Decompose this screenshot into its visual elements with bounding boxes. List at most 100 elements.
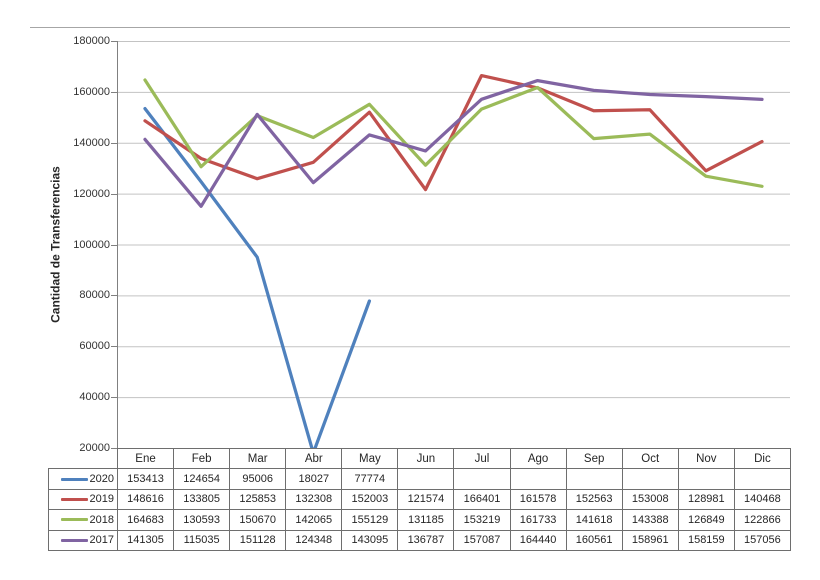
series-line-2019 [143,73,764,192]
value-cell [733,468,791,490]
value-cell: 143388 [621,509,679,531]
value-cell: 152563 [565,488,623,511]
value-cell: 150670 [229,509,287,531]
month-header-cell: Nov [677,447,735,470]
value-cell: 124654 [173,468,231,490]
table-row-2017: 2017 141305 115035 151128 124348 143095 136787… [48,529,791,551]
value-cell: 158961 [621,529,679,551]
series-line-2017 [143,78,764,208]
value-cell: 157056 [733,529,791,551]
value-cell: 140468 [733,488,791,511]
value-cell: 141618 [565,509,623,531]
chart-top-border-line [30,27,790,28]
value-cell [565,468,623,490]
y-axis-tick-mark [111,397,117,399]
legend-series-label: 2018 [89,513,114,526]
table-header-row: Ene Feb Mar Abr May Jun Jul Ago Sep Oct Nov Dic [48,447,791,470]
legend-series-label: 2019 [89,493,114,506]
value-cell: 166401 [453,488,511,511]
y-axis-tick-mark [111,142,117,144]
value-cell [509,468,567,490]
value-cell: 155129 [341,509,399,531]
value-cell: 161733 [509,509,567,531]
legend-cell-2019: 2019 [48,488,118,511]
value-cell: 153008 [621,488,679,511]
value-cell: 124348 [285,529,343,551]
legend-cell-2018: 2018 [48,509,118,531]
value-cell: 141305 [116,529,175,551]
value-cell: 157087 [453,529,511,551]
value-cell: 115035 [173,529,231,551]
legend-marker-2019 [60,497,88,501]
month-header-cell: Sep [565,447,623,470]
value-cell: 153413 [116,468,175,490]
value-cell: 160561 [565,529,623,551]
value-cell: 164440 [509,529,567,551]
y-axis-tick-label: 100000 [73,238,110,251]
line-chart [117,41,790,448]
y-axis-tick-mark [111,244,117,246]
value-cell: 77774 [341,468,399,490]
value-cell: 133805 [173,488,231,511]
legend-series-label: 2020 [89,473,114,486]
value-cell: 152003 [341,488,399,511]
value-cell [397,468,455,490]
value-cell [453,468,511,490]
value-cell: 136787 [397,529,455,551]
value-cell: 132308 [285,488,343,511]
legend-marker-2018 [60,518,88,522]
value-cell: 18027 [285,468,343,490]
value-cell: 126849 [677,509,735,531]
value-cell: 164683 [116,509,175,531]
value-cell: 95006 [229,468,287,490]
y-axis-tick-label: 180000 [73,35,110,47]
series-line-2020 [143,106,372,448]
value-cell: 130593 [173,509,231,531]
y-axis-tick-mark [111,295,117,297]
y-axis-tick-mark [111,346,117,348]
value-cell: 142065 [285,509,343,531]
value-cell: 148616 [116,488,175,511]
value-cell: 125853 [229,488,287,511]
legend-cell-2017: 2017 [48,529,118,551]
value-cell [621,468,679,490]
legend-cell-2020: 2020 [48,468,118,490]
month-header-cell: Oct [621,447,679,470]
value-cell: 121574 [397,488,455,511]
month-header-cell: Abr [285,447,343,470]
y-axis-tick-mark [111,91,117,93]
table-row-2018: 2018 164683 130593 150670 142065 155129 131185… [48,509,791,531]
value-cell: 128981 [677,488,735,511]
y-axis-tick-label: 60000 [79,340,110,353]
chart-data-table: Ene Feb Mar Abr May Jun Jul Ago Sep Oct Nov Dic 2020… [48,447,791,551]
month-header-cell: Mar [229,447,287,470]
series-line-2018 [143,78,764,188]
legend-marker-2020 [60,477,88,481]
month-header-cell: May [341,447,399,470]
value-cell: 161578 [509,488,567,511]
value-cell [677,468,735,490]
value-cell: 158159 [677,529,735,551]
y-axis-tick-label: 160000 [73,85,110,98]
plot-area [117,41,790,448]
value-cell: 143095 [341,529,399,551]
table-row-2019: 2019 148616 133805 125853 132308 152003 121574… [48,488,791,511]
month-header-cell: Dic [733,447,791,470]
month-header-cell: Jun [397,447,455,470]
table-row-2020: 2020 153413 124654 95006 18027 77774 [48,468,791,490]
month-header-cell: Ago [509,447,567,470]
y-axis-tick-label: 140000 [73,136,110,149]
y-axis-tick-mark [111,193,117,195]
y-axis-tick-label: 80000 [79,289,110,302]
table-corner-cell [48,448,118,470]
y-axis-tick-label: 40000 [79,391,110,404]
legend-series-label: 2017 [89,534,114,547]
value-cell: 151128 [229,529,287,551]
legend-marker-2017 [60,538,88,542]
value-cell: 131185 [397,509,455,531]
month-header-cell: Feb [173,447,231,470]
value-cell: 122866 [733,509,791,531]
y-axis-tick-mark [111,41,117,42]
month-header-cell: Jul [453,447,511,470]
